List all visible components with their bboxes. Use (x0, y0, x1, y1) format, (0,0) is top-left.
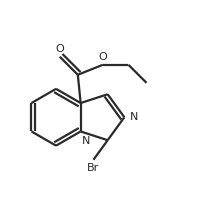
Text: N: N (82, 136, 90, 146)
Text: O: O (99, 52, 107, 62)
Text: N: N (130, 112, 138, 122)
Text: O: O (55, 44, 64, 54)
Text: Br: Br (87, 163, 100, 173)
